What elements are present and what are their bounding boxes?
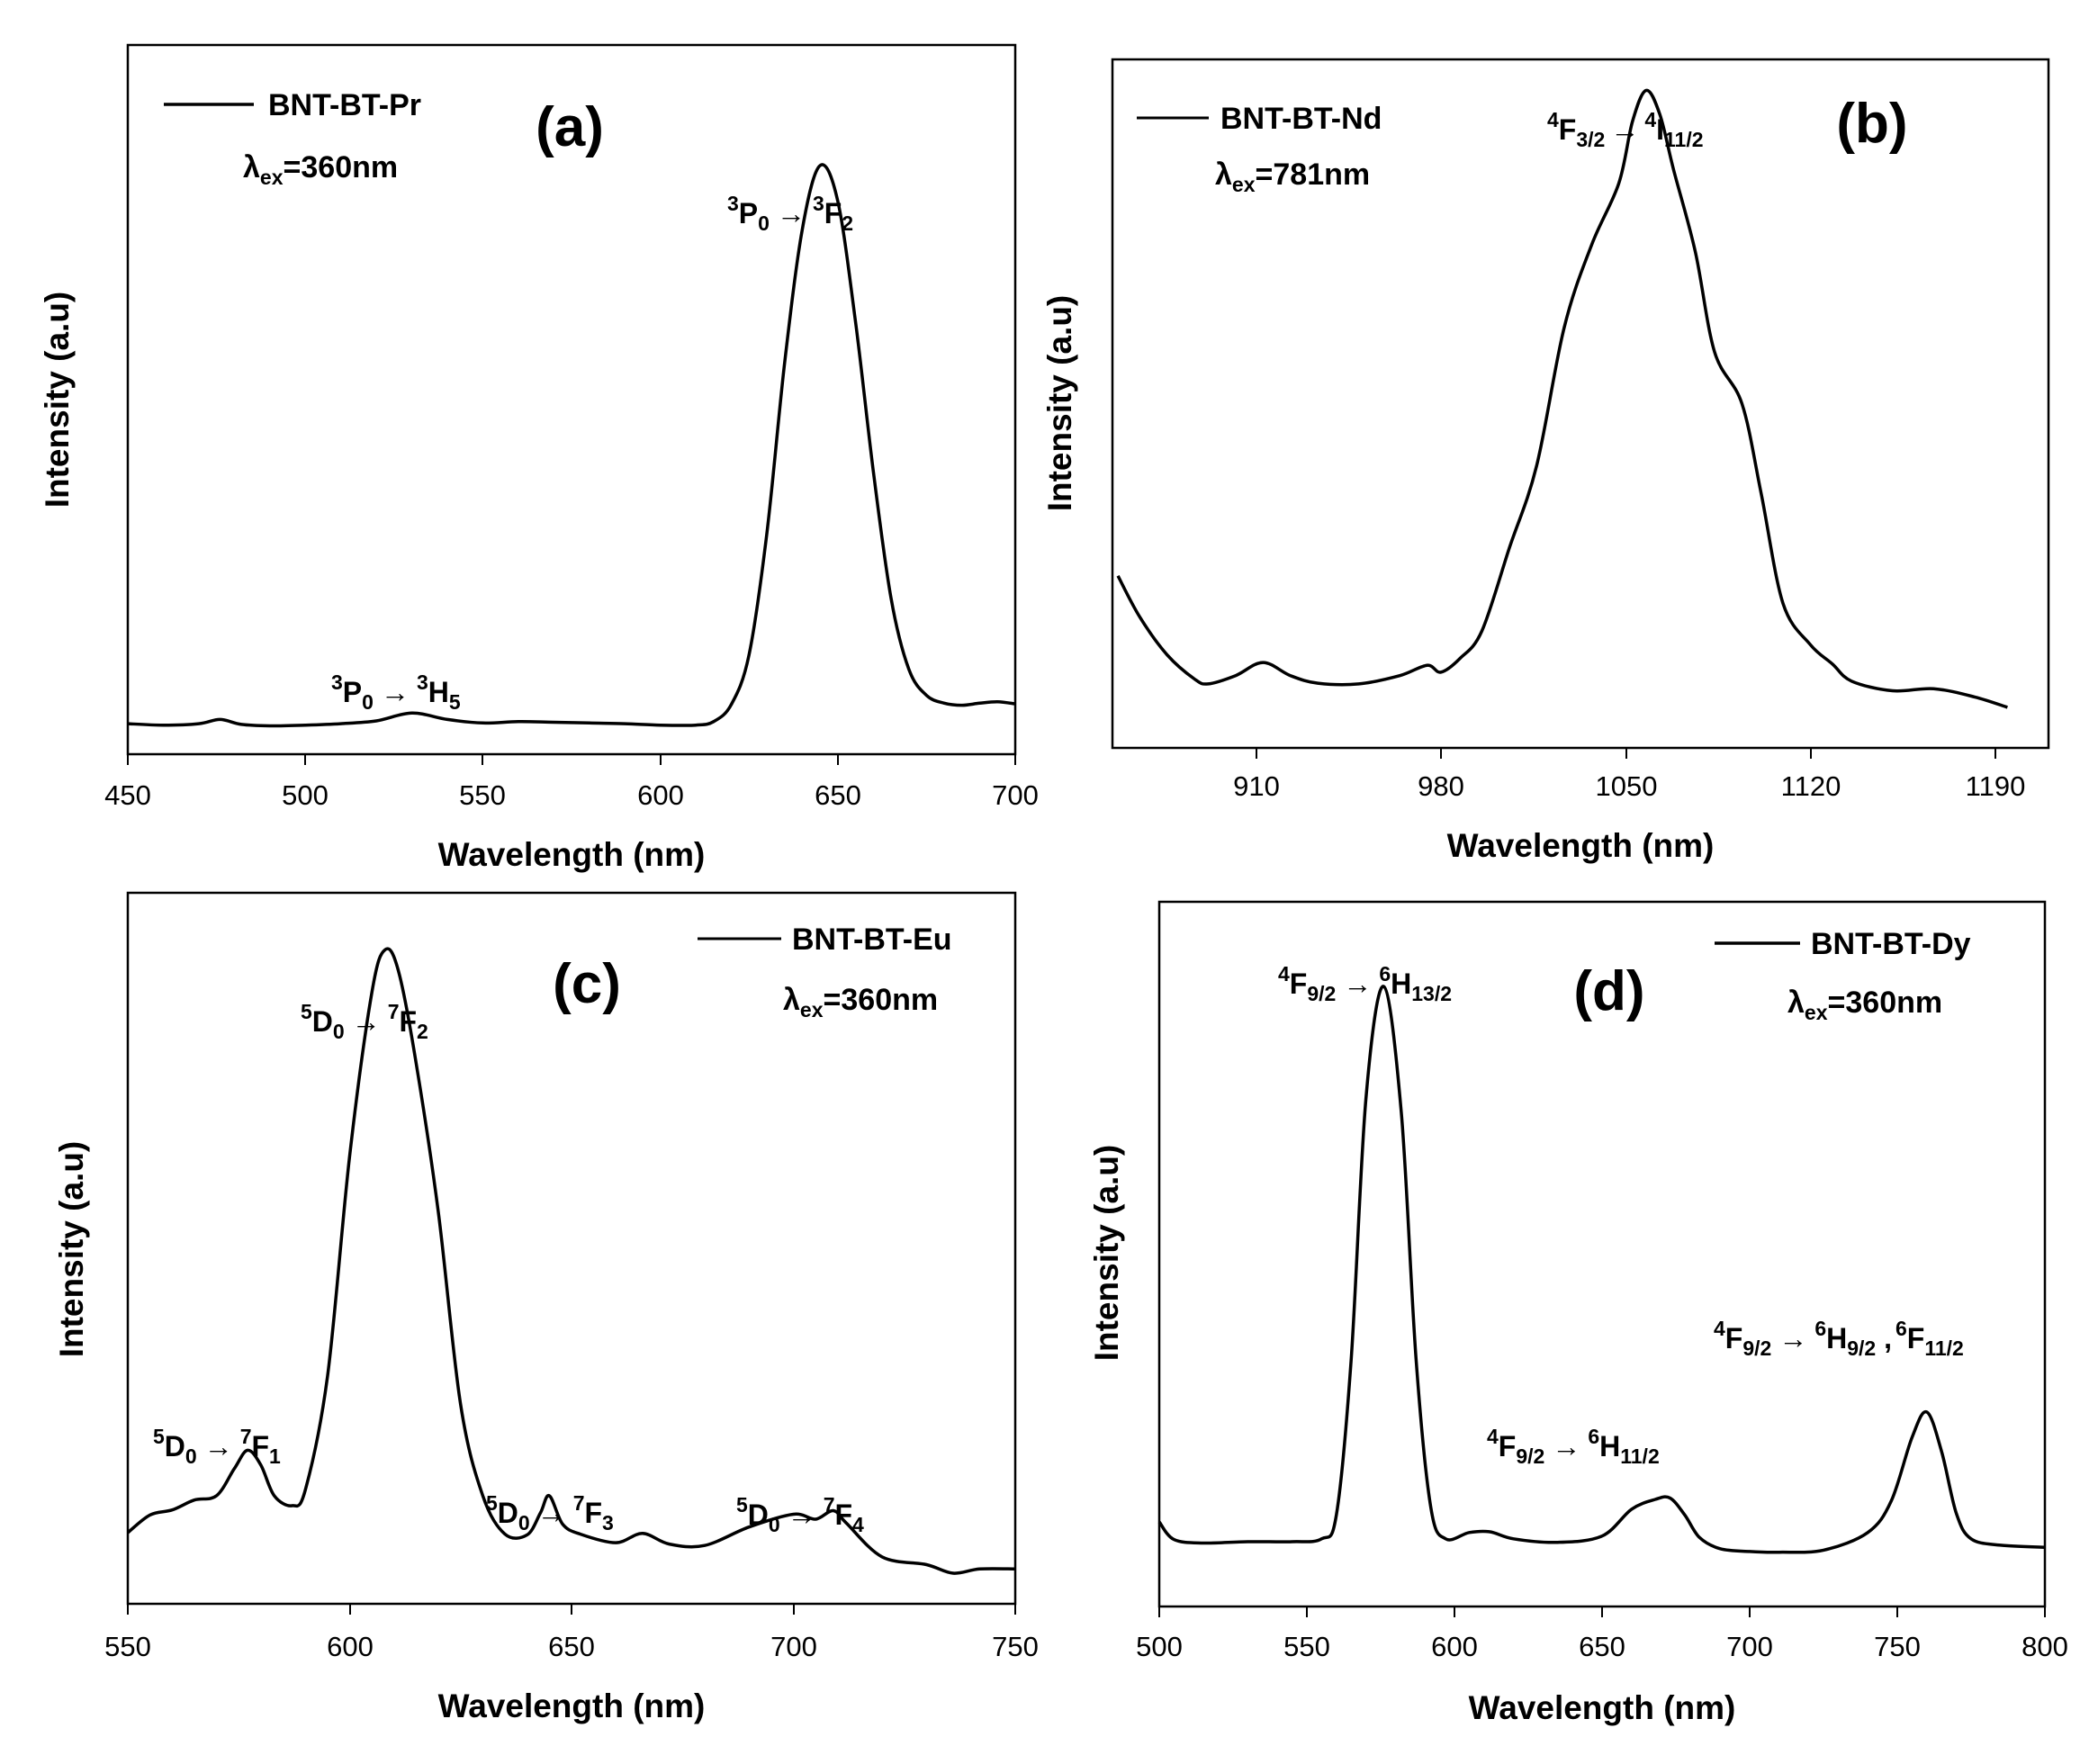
- panel-a-annotation-3P0-3H5: 3P0 → 3H5: [331, 670, 461, 714]
- panel-d-annotation-4F9/2-6H11/2: 4F9/2 → 6H11/2: [1487, 1425, 1660, 1468]
- panel-d-tick-label: 500: [1136, 1631, 1183, 1662]
- panel-c-tick-label: 750: [992, 1631, 1039, 1662]
- panel-d-tick-label: 650: [1579, 1631, 1625, 1662]
- panel-c-xticks: 550 600 650 700 750: [104, 1604, 1039, 1662]
- lambda-symbol: λ: [243, 150, 260, 184]
- panel-d-label: (d): [1573, 960, 1644, 1022]
- panel-a-tick-label: 700: [992, 779, 1039, 811]
- panel-c-tick-label: 600: [327, 1631, 374, 1662]
- panel-a-xticks: 450 500 550 600 650 700: [104, 754, 1039, 811]
- panel-b-xticks: 910 980 1050 1120 1190: [1233, 748, 2025, 802]
- panel-d-annotation-4F9/2-6H9/2-6F11/2: 4F9/2 → 6H9/2 , 6F11/2: [1714, 1317, 1964, 1360]
- panel-d-xlabel: Wavelength (nm): [1469, 1689, 1736, 1726]
- panel-b-ylabel: Intensity (a.u): [1041, 295, 1078, 512]
- panel-d-annotation-4F9/2-6H13/2: 4F9/2 → 6H13/2: [1278, 962, 1452, 1005]
- panel-b: 910 980 1050 1120 1190 Wavelength (nm) I…: [1041, 58, 2050, 864]
- panel-c-excitation: λex=360nm: [783, 983, 938, 1022]
- panel-b-tick-label: 980: [1418, 770, 1464, 802]
- excitation-value: =360nm: [1828, 986, 1943, 1020]
- panel-b-legend-text: BNT-BT-Nd: [1220, 102, 1382, 136]
- panel-b-tick-label: 910: [1233, 770, 1280, 802]
- panel-c: 550 600 650 700 750 Wavelength (nm) Inte…: [53, 891, 1039, 1724]
- panel-b-annotation-4F3/2-4I11/2: 4F3/2 → 4I11/2: [1547, 108, 1704, 151]
- panel-b-plot-frame: [1111, 58, 2050, 750]
- panel-d-ylabel: Intensity (a.u): [1088, 1145, 1125, 1362]
- panel-b-tick-label: 1190: [1966, 770, 2026, 802]
- panel-b-tick-label: 1120: [1781, 770, 1841, 802]
- lambda-symbol: λ: [783, 983, 800, 1017]
- panel-a-ylabel: Intensity (a.u): [39, 292, 76, 508]
- panel-a-tick-label: 600: [637, 779, 684, 811]
- panel-c-series-line: [126, 947, 1016, 1575]
- panel-c-tick-label: 700: [770, 1631, 817, 1662]
- panel-c-annotation-5D0-7F2: 5D0 → 7F2: [301, 1000, 428, 1043]
- panel-c-annotation-5D0-7F1: 5D0 → 7F1: [153, 1425, 281, 1468]
- panel-a-tick-label: 650: [815, 779, 861, 811]
- panel-a-plot-frame: [126, 43, 1017, 756]
- panel-c-xlabel: Wavelength (nm): [438, 1688, 706, 1724]
- panel-a-tick-label: 550: [459, 779, 506, 811]
- panel-c-legend-text: BNT-BT-Eu: [792, 922, 952, 957]
- panel-a-excitation: λex=360nm: [243, 150, 398, 189]
- panel-c-tick-label: 550: [104, 1631, 151, 1662]
- lambda-sub: ex: [1232, 173, 1256, 196]
- panel-c-label: (c): [553, 953, 621, 1015]
- panel-b-xlabel: Wavelength (nm): [1447, 827, 1715, 864]
- panel-b-excitation: λex=781nm: [1215, 158, 1370, 196]
- panel-a-tick-label: 450: [104, 779, 151, 811]
- lambda-sub: ex: [1805, 1001, 1828, 1024]
- panel-a-tick-label: 500: [282, 779, 329, 811]
- panel-d-tick-label: 700: [1726, 1631, 1773, 1662]
- panel-d-xticks: 500 550 600 650 700 750 800: [1136, 1606, 2068, 1662]
- panel-d-tick-label: 750: [1874, 1631, 1921, 1662]
- panel-d-excitation: λex=360nm: [1787, 986, 1942, 1024]
- excitation-value: =360nm: [824, 983, 939, 1017]
- panel-d-tick-label: 600: [1431, 1631, 1478, 1662]
- panel-b-series-line: [1116, 88, 2008, 709]
- panel-a: 450 500 550 600 650 700 Wavelength (nm) …: [39, 43, 1039, 873]
- lambda-sub: ex: [260, 166, 284, 189]
- lambda-symbol: λ: [1215, 158, 1232, 192]
- panel-d-legend-text: BNT-BT-Dy: [1811, 927, 1971, 961]
- panel-d-tick-label: 800: [2021, 1631, 2068, 1662]
- panel-b-tick-label: 1050: [1596, 770, 1658, 802]
- panel-c-annotation-5D0-7F4: 5D0 → 7F4: [736, 1493, 864, 1536]
- panel-a-series-line: [127, 163, 1016, 728]
- panel-a-legend-text: BNT-BT-Pr: [268, 88, 421, 122]
- panel-a-annotation-3P0-3F2: 3P0 → 3F2: [727, 192, 853, 235]
- lambda-symbol: λ: [1787, 986, 1805, 1020]
- lambda-sub: ex: [800, 998, 824, 1022]
- excitation-value: =781nm: [1256, 158, 1371, 192]
- panel-c-ylabel: Intensity (a.u): [53, 1141, 90, 1358]
- panel-c-tick-label: 650: [548, 1631, 595, 1662]
- excitation-value: =360nm: [284, 150, 399, 184]
- panel-d-tick-label: 550: [1283, 1631, 1330, 1662]
- panel-d-series-line: [1157, 985, 2046, 1554]
- panel-c-annotation-5D0-7F3: 5D0 → 7F3: [486, 1491, 614, 1534]
- panel-b-label: (b): [1836, 93, 1907, 155]
- panel-a-label: (a): [536, 96, 604, 158]
- panel-a-xlabel: Wavelength (nm): [438, 836, 706, 873]
- panel-d: 500 550 600 650 700 750 800 Wavelength (…: [1088, 900, 2068, 1726]
